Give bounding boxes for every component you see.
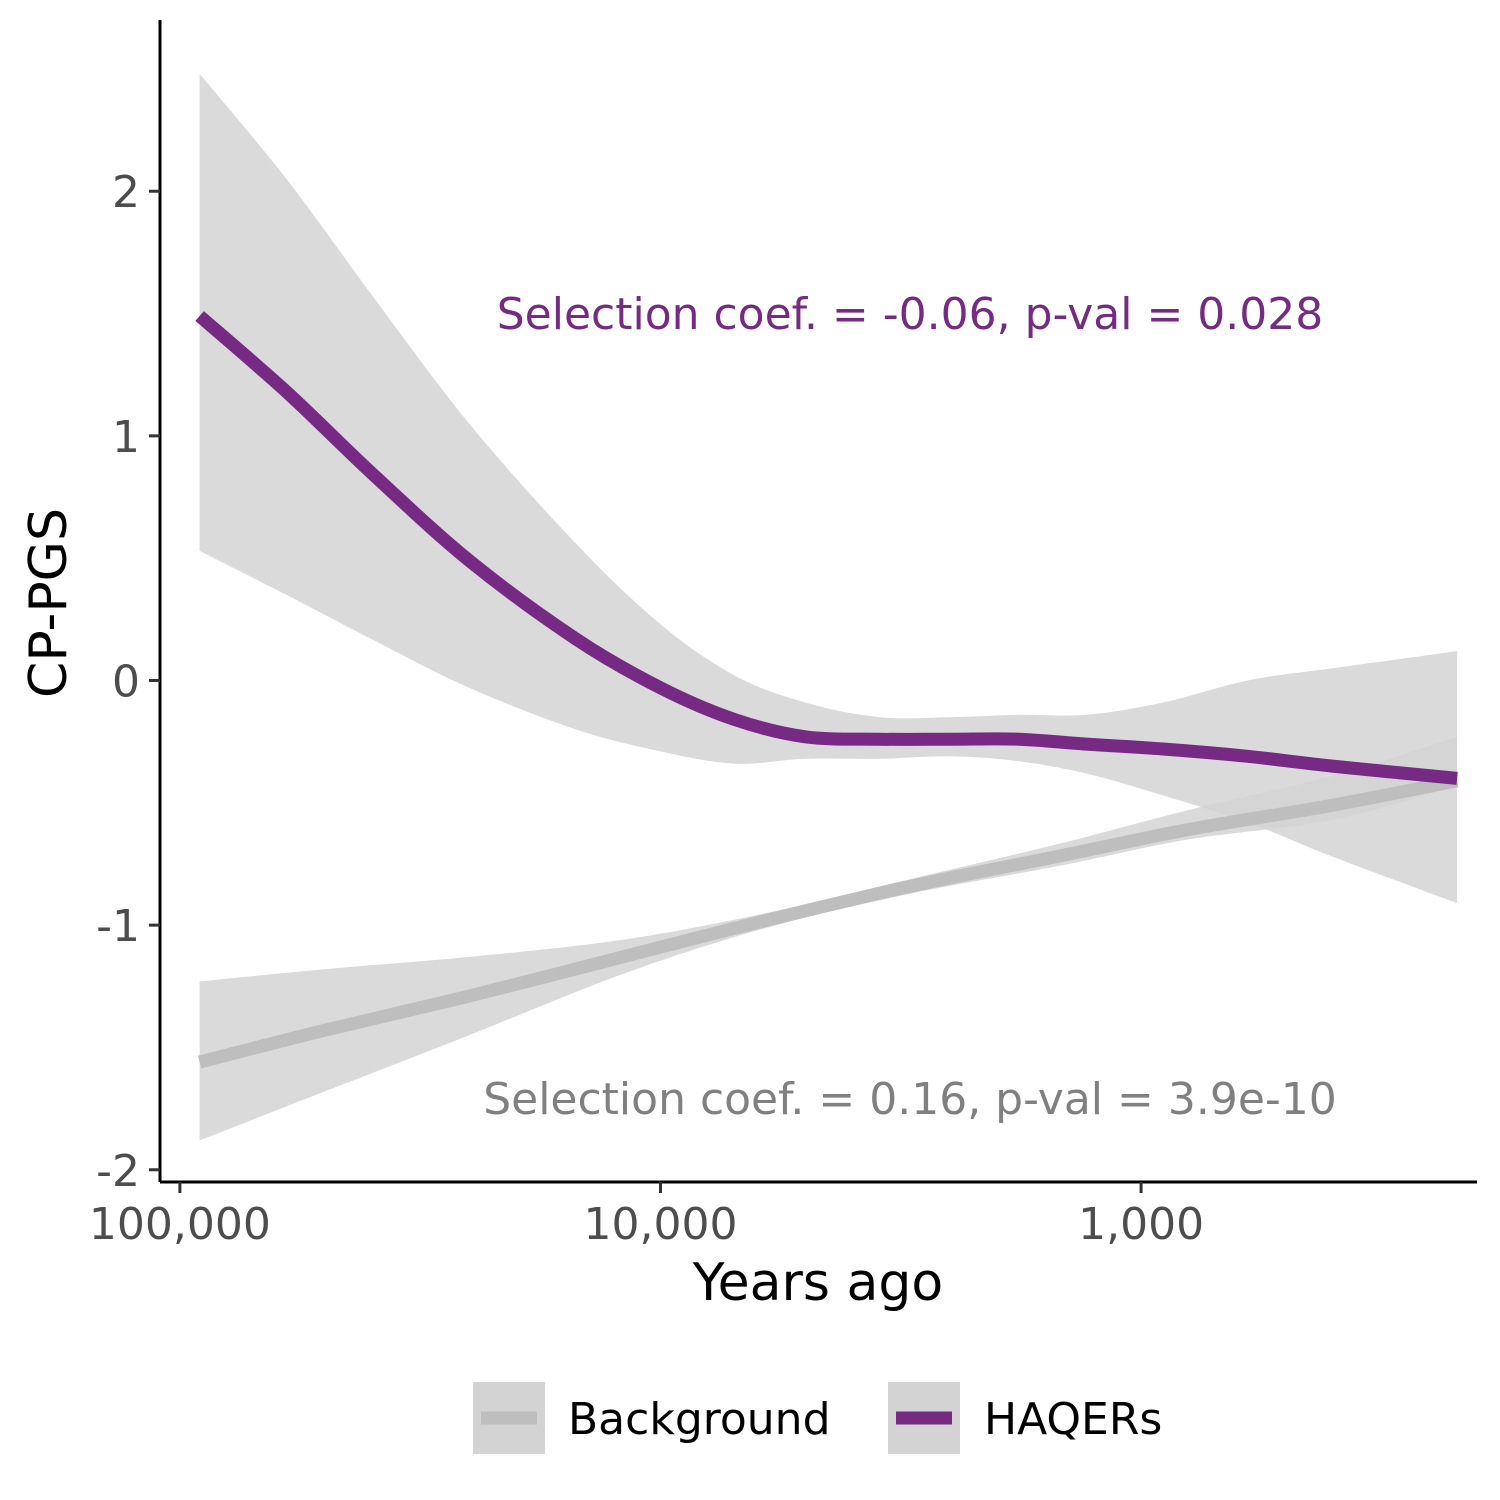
legend-item-background: Background	[473, 1382, 831, 1454]
y-ticks: 2 1 0 -1 -2	[96, 167, 160, 1197]
haqers-annotation: Selection coef. = -0.06, p-val = 0.028	[497, 289, 1324, 340]
background-annotation: Selection coef. = 0.16, p-val = 3.9e-10	[483, 1074, 1337, 1125]
series-line-haqers	[195, 311, 1458, 785]
legend-label-haqers: HAQERs	[984, 1394, 1162, 1445]
y-tick-label: 2	[112, 167, 140, 218]
x-tick-label: 10,000	[584, 1199, 738, 1250]
y-axis-title: CP-PGS	[19, 508, 79, 698]
series-line-background	[197, 774, 1459, 1069]
y-tick-label: -1	[96, 901, 140, 952]
confidence-band-haqers	[199, 73, 1458, 904]
x-tick-label: 1,000	[1078, 1199, 1204, 1250]
legend: Background HAQERs	[473, 1382, 1162, 1454]
legend-item-haqers: HAQERs	[888, 1382, 1162, 1454]
y-tick-label: 0	[112, 657, 140, 708]
confidence-bands	[199, 73, 1458, 1141]
x-axis-title: Years ago	[692, 1253, 943, 1313]
y-tick-label: -2	[96, 1146, 140, 1197]
y-tick-label: 1	[112, 412, 140, 463]
legend-label-background: Background	[568, 1394, 831, 1445]
x-ticks: 100,000 10,000 1,000	[89, 1182, 1204, 1250]
series-lines	[195, 311, 1459, 1069]
x-tick-label: 100,000	[89, 1199, 271, 1250]
axes: 100,000 10,000 1,000 2 1 0 -1 -2	[89, 20, 1477, 1250]
